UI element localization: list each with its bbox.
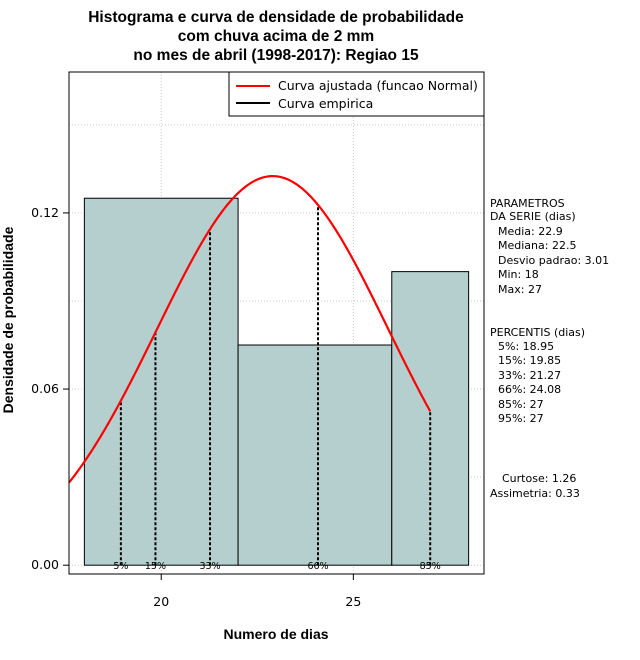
parametros-title-line-1: PARAMETROS [490,197,565,210]
param-mediana: Mediana: 22.5 [498,239,576,252]
chart-title: Histograma e curva de densidade de proba… [88,9,464,64]
legend-label-empirical: Curva empirica [278,96,373,111]
legend-box [228,71,485,117]
x-tick-label: 20 [153,594,169,609]
parametros-title-line-2: DA SERIE (dias) [490,210,576,223]
title-line-1: Histograma e curva de densidade de proba… [88,9,464,26]
param-min: Min: 18 [498,268,539,281]
percentil-15: 15%: 19.85 [498,354,561,367]
percentil-85: 85%: 27 [498,398,544,411]
percentile-label: 5% [113,561,128,572]
histogram-bar [83,197,239,566]
stat-assimetria: Assimetria: 0.33 [490,487,580,500]
statistics-panel: PARAMETROS DA SERIE (dias) Media: 22.9 M… [490,197,609,500]
percentile-label: 66% [307,561,328,572]
y-axis: 0.00 0.06 0.12 [31,205,69,572]
percentile-lines [119,204,432,566]
title-line-2: com chuva acima de 2 mm [178,28,374,45]
legend-label-fitted: Curva ajustada (funcao Normal) [278,78,478,93]
param-media: Media: 22.9 [498,225,563,238]
y-tick-label: 0.06 [31,381,59,396]
y-axis-label: Densidade de probabilidade [0,226,16,413]
param-max: Max: 27 [498,283,542,296]
histogram-bar [237,344,393,566]
x-axis-label: Numero de dias [223,626,328,642]
percentile-label: 15% [145,561,166,572]
y-tick-label: 0.12 [31,205,59,220]
normal-curve-line [68,174,432,484]
legend: Curva ajustada (funcao Normal) Curva emp… [228,71,485,117]
percentile-label: 85% [420,561,441,572]
percentil-95: 95%: 27 [498,412,544,425]
percentile-label: 33% [199,561,220,572]
param-desvio: Desvio padrao: 3.01 [498,254,609,267]
x-axis: 20 25 [153,574,361,609]
percentil-33: 33%: 21.27 [498,369,561,382]
histogram-bars [83,197,470,566]
percentis-title: PERCENTIS (dias) [490,326,585,339]
percentil-66: 66%: 24.08 [498,383,561,396]
x-tick-label: 25 [345,594,361,609]
normal-curve [68,174,432,484]
percentil-5: 5%: 18.95 [498,340,554,353]
stat-curtose: Curtose: 1.26 [502,472,576,485]
percentile-labels: 5% 15% 33% 66% 85% [113,561,440,572]
y-tick-label: 0.00 [31,557,59,572]
title-line-3: no mes de abril (1998-2017): Regiao 15 [133,47,419,64]
